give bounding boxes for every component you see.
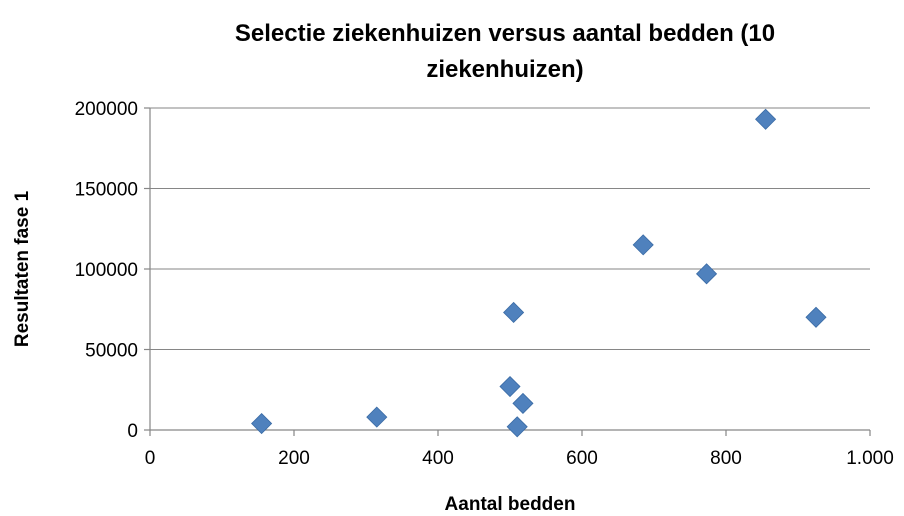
y-tick-labels: 0 50000 100000 150000 200000	[75, 99, 138, 442]
x-tick-label: 1.000	[846, 448, 894, 469]
y-axis-title: Resultaten fase 1	[12, 190, 33, 347]
data-point	[755, 108, 777, 130]
chart-title-line-2: ziekenhuizen)	[426, 56, 583, 83]
data-point	[632, 234, 654, 256]
x-tick-label: 800	[710, 448, 742, 469]
data-point	[499, 375, 521, 398]
x-tick-label: 200	[278, 448, 310, 469]
data-point	[506, 416, 528, 438]
data-point	[512, 392, 534, 415]
chart-title-line-1: Selectie ziekenhuizen versus aantal bedd…	[235, 20, 775, 47]
data-point	[251, 412, 273, 435]
x-axis-title: Aantal bedden	[445, 494, 576, 515]
y-tick-label: 150000	[75, 180, 138, 201]
x-tick-label: 400	[422, 448, 454, 469]
data-point	[695, 263, 718, 285]
x-tick-labels: 0 200 400 600 800 1.000	[145, 448, 894, 469]
data-point	[805, 306, 827, 328]
y-tick-label: 0	[127, 421, 138, 442]
x-tick-label: 0	[145, 448, 156, 469]
data-point	[366, 406, 388, 428]
x-tick-label: 600	[566, 448, 598, 469]
y-tick-label: 100000	[75, 260, 138, 281]
y-tick-label: 50000	[85, 341, 138, 362]
data-points	[251, 108, 827, 438]
data-point	[503, 301, 525, 324]
y-tick-label: 200000	[75, 99, 138, 120]
gridlines	[150, 107, 870, 350]
